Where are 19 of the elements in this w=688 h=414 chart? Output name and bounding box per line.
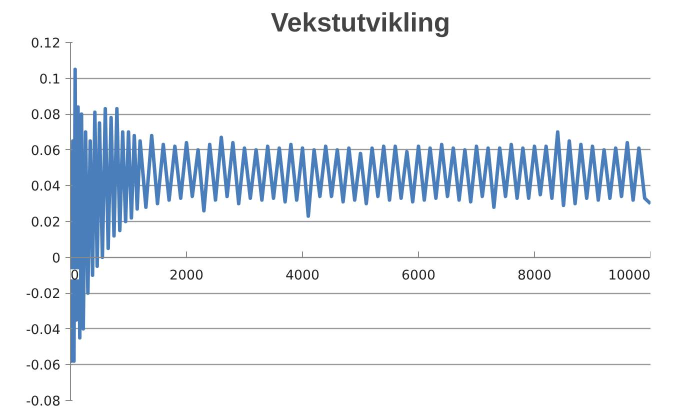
- y-tick-label: 0.08: [30, 108, 61, 124]
- x-tick-label: 10000: [608, 268, 651, 284]
- x-tick-label: 0: [70, 268, 79, 284]
- y-tick-label: -0.02: [26, 287, 61, 302]
- y-tick-label: 0.1: [39, 72, 61, 88]
- y-tick-label: -0.06: [26, 358, 61, 374]
- y-tick-label: -0.04: [26, 322, 61, 338]
- x-tick-label: 4000: [286, 268, 320, 284]
- y-tick-label: 0.12: [30, 36, 61, 52]
- line-series: [70, 68, 650, 363]
- y-tick-label: 0.02: [30, 216, 61, 230]
- chart-title: Vekstutvikling: [270, 8, 450, 38]
- y-tick-label: 0: [52, 251, 61, 266]
- x-tick-label: 8000: [518, 268, 552, 284]
- x-tick-label: 6000: [402, 268, 436, 284]
- y-tick-label: 0.06: [30, 144, 61, 159]
- y-tick-label: -0.08: [26, 394, 61, 410]
- x-tick-label: 2000: [170, 268, 204, 284]
- y-tick-label: 0.04: [30, 180, 61, 195]
